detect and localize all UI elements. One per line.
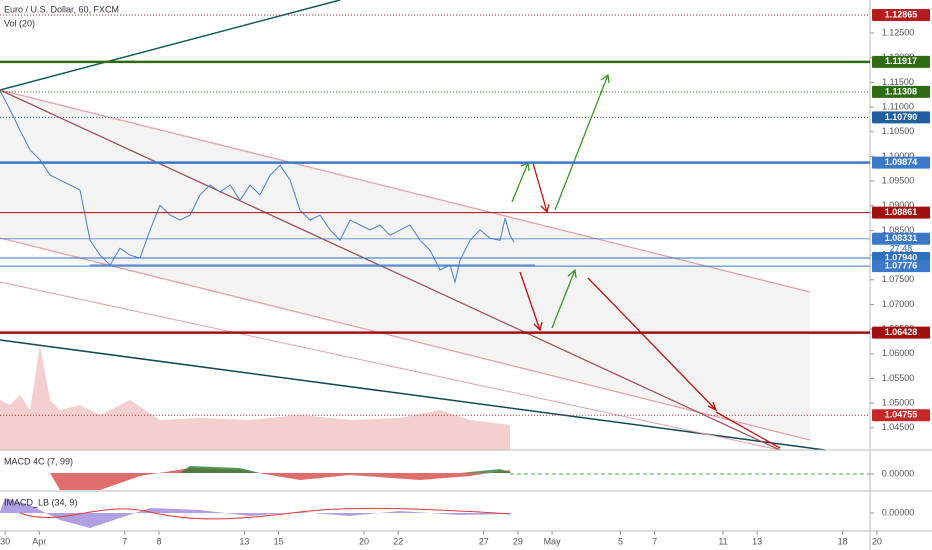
trend-line bbox=[0, 0, 341, 91]
y-tick-label: 1.04500 bbox=[882, 422, 915, 432]
price-label: 1.10790 bbox=[885, 112, 918, 122]
macd-histogram bbox=[0, 468, 510, 490]
x-tick-label: 20 bbox=[359, 536, 369, 546]
price-label: 1.06428 bbox=[885, 327, 918, 337]
price-label: 1.07940 bbox=[885, 252, 918, 262]
y-tick-label: 1.05000 bbox=[882, 398, 915, 408]
y-tick-label: 1.08500 bbox=[882, 225, 915, 235]
price-line bbox=[0, 90, 515, 285]
x-tick-label: 8 bbox=[156, 536, 161, 546]
x-tick-label: 7 bbox=[652, 536, 657, 546]
price-label-box bbox=[872, 55, 930, 68]
channel-line bbox=[0, 237, 811, 441]
trend-line bbox=[0, 339, 826, 451]
x-tick-label: 20 bbox=[872, 536, 882, 546]
x-tick-label: 30 bbox=[0, 536, 10, 546]
price-label-box bbox=[872, 9, 930, 22]
arrow bbox=[551, 268, 577, 329]
volume bbox=[0, 345, 510, 450]
price-label: 1.04755 bbox=[885, 410, 918, 420]
arrow bbox=[554, 73, 610, 211]
macd-histogram bbox=[180, 466, 512, 473]
pane-title: MACD 4C (7, 99) bbox=[4, 456, 73, 466]
x-tick-label: May bbox=[544, 536, 562, 546]
channel-line bbox=[0, 281, 781, 451]
y-tick-label: 1.09500 bbox=[882, 175, 915, 185]
arrow bbox=[519, 271, 543, 332]
x-tick-label: 15 bbox=[274, 536, 284, 546]
chart-subtitle: Vol (20) bbox=[4, 18, 35, 28]
pane-tick-label: 0.00000 bbox=[882, 507, 915, 517]
arrow bbox=[715, 411, 781, 449]
price-label-box bbox=[872, 232, 930, 245]
x-tick-label: 27 bbox=[479, 536, 489, 546]
price-label: 1.09874 bbox=[885, 157, 918, 167]
y-tick-label: 1.10500 bbox=[882, 126, 915, 136]
x-tick-label: 22 bbox=[393, 536, 403, 546]
price-label: 1.08331 bbox=[885, 233, 918, 243]
price-label: 1.11917 bbox=[885, 56, 917, 66]
y-tick-label: 1.11000 bbox=[882, 101, 914, 111]
price-label-box bbox=[872, 260, 930, 273]
x-tick-label: 5 bbox=[618, 536, 623, 546]
price-label: 1.12865 bbox=[885, 9, 918, 19]
y-tick-label: 1.09000 bbox=[882, 200, 915, 210]
x-tick-label: 13 bbox=[752, 536, 762, 546]
price-label-box bbox=[872, 206, 930, 219]
x-tick-label: 7 bbox=[122, 536, 127, 546]
x-tick-label: 29 bbox=[513, 536, 523, 546]
price-label-box bbox=[872, 409, 930, 422]
price-label-box bbox=[872, 326, 930, 339]
pane-title: IMACD_LB (34, 9) bbox=[4, 497, 78, 507]
chart-title: Euro / U.S. Dollar, 60, FXCM bbox=[4, 4, 119, 14]
price-label: 1.08861 bbox=[885, 207, 918, 217]
x-tick-label: 13 bbox=[239, 536, 249, 546]
y-tick-label: 1.12500 bbox=[882, 27, 915, 37]
price-label-box bbox=[872, 85, 930, 98]
price-label-box bbox=[872, 156, 930, 169]
x-tick-label: 18 bbox=[838, 536, 848, 546]
imacd-line bbox=[19, 507, 511, 520]
x-tick-label: Apr bbox=[32, 536, 46, 546]
x-tick-label: 11 bbox=[718, 536, 727, 546]
y-tick-label: 1.10000 bbox=[882, 151, 915, 161]
y-tick-label: 1.06000 bbox=[882, 348, 915, 358]
trend-line bbox=[0, 89, 781, 451]
arrow bbox=[532, 162, 550, 214]
price-label: 1.07776 bbox=[885, 261, 918, 271]
imacd-histogram bbox=[0, 498, 510, 528]
y-tick-label: 1.05500 bbox=[882, 373, 915, 383]
price-label-box bbox=[872, 111, 930, 124]
y-tick-label: 1.11500 bbox=[882, 77, 914, 87]
pane-tick-label: 0.00000 bbox=[882, 468, 915, 478]
y-tick-label: 1.07000 bbox=[882, 299, 915, 309]
arrow bbox=[587, 277, 718, 412]
countdown: 27:48 bbox=[890, 243, 913, 253]
y-tick-label: 1.07500 bbox=[882, 274, 915, 284]
price-label: 1.11308 bbox=[885, 86, 917, 96]
volume-area bbox=[0, 345, 510, 450]
